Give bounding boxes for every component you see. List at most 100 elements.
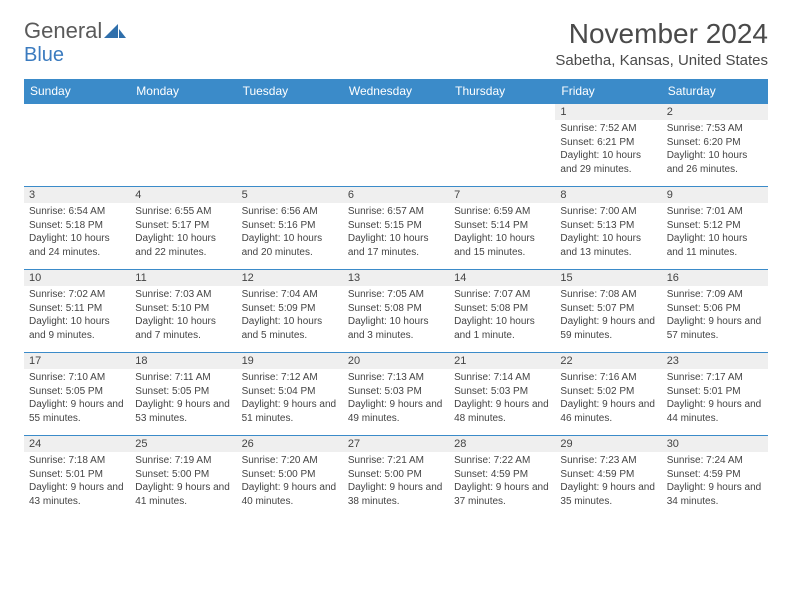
day-content: Sunrise: 7:02 AMSunset: 5:11 PMDaylight:… — [24, 286, 130, 344]
day-cell: 4Sunrise: 6:55 AMSunset: 5:17 PMDaylight… — [130, 187, 236, 269]
day-content: Sunrise: 7:10 AMSunset: 5:05 PMDaylight:… — [24, 369, 130, 427]
weekday-header: Friday — [555, 79, 661, 103]
sunrise-line: Sunrise: 7:07 AM — [454, 288, 550, 302]
sunrise-line: Sunrise: 6:59 AM — [454, 205, 550, 219]
sunset-line: Sunset: 4:59 PM — [454, 468, 550, 482]
daylight-line: Daylight: 9 hours and 53 minutes. — [135, 398, 231, 425]
sunset-line: Sunset: 4:59 PM — [560, 468, 656, 482]
day-cell: 19Sunrise: 7:12 AMSunset: 5:04 PMDayligh… — [237, 353, 343, 435]
brand-word1: General — [24, 18, 102, 43]
day-content: Sunrise: 7:20 AMSunset: 5:00 PMDaylight:… — [237, 452, 343, 510]
sunrise-line: Sunrise: 7:13 AM — [348, 371, 444, 385]
day-content: Sunrise: 6:54 AMSunset: 5:18 PMDaylight:… — [24, 203, 130, 261]
day-cell: 22 Sunrise: 7:16 AMSunset: 5:02 PMDayligh… — [555, 353, 661, 435]
day-cell: 3Sunrise: 6:54 AMSunset: 5:18 PMDaylight… — [24, 187, 130, 269]
title-block: November 2024 Sabetha, Kansas, United St… — [555, 18, 768, 69]
daylight-line: Daylight: 10 hours and 3 minutes. — [348, 315, 444, 342]
daylight-line: Daylight: 9 hours and 51 minutes. — [242, 398, 338, 425]
day-content: Sunrise: 7:05 AMSunset: 5:08 PMDaylight:… — [343, 286, 449, 344]
day-content: Sunrise: 6:55 AMSunset: 5:17 PMDaylight:… — [130, 203, 236, 261]
sunset-line: Sunset: 5:16 PM — [242, 219, 338, 233]
sunset-line: Sunset: 5:03 PM — [348, 385, 444, 399]
sunrise-line: Sunrise: 7:01 AM — [667, 205, 763, 219]
weekday-header-row: SundayMondayTuesdayWednesdayThursdayFrid… — [24, 79, 768, 103]
header: General Blue November 2024 Sabetha, Kans… — [24, 18, 768, 69]
day-cell: 15Sunrise: 7:08 AMSunset: 5:07 PMDayligh… — [555, 270, 661, 352]
sunrise-line: Sunrise: 6:57 AM — [348, 205, 444, 219]
sunset-line: Sunset: 5:17 PM — [135, 219, 231, 233]
daylight-line: Daylight: 10 hours and 13 minutes. — [560, 232, 656, 259]
sunset-line: Sunset: 5:02 PM — [560, 385, 656, 399]
day-content: Sunrise: 6:59 AMSunset: 5:14 PMDaylight:… — [449, 203, 555, 261]
daylight-line: Daylight: 10 hours and 11 minutes. — [667, 232, 763, 259]
weekday-header: Thursday — [449, 79, 555, 103]
day-cell: 17Sunrise: 7:10 AMSunset: 5:05 PMDayligh… — [24, 353, 130, 435]
sunset-line: Sunset: 6:21 PM — [560, 136, 656, 150]
day-cell: 14Sunrise: 7:07 AMSunset: 5:08 PMDayligh… — [449, 270, 555, 352]
sunrise-line: Sunrise: 6:56 AM — [242, 205, 338, 219]
day-number: 24 — [24, 436, 130, 452]
day-number: 6 — [343, 187, 449, 203]
daylight-line: Daylight: 9 hours and 43 minutes. — [29, 481, 125, 508]
day-number: 25 — [130, 436, 236, 452]
daylight-line: Daylight: 9 hours and 57 minutes. — [667, 315, 763, 342]
day-content: Sunrise: 7:08 AMSunset: 5:07 PMDaylight:… — [555, 286, 661, 344]
day-number: 8 — [555, 187, 661, 203]
day-content: Sunrise: 7:22 AMSunset: 4:59 PMDaylight:… — [449, 452, 555, 510]
day-number: 3 — [24, 187, 130, 203]
day-number: 2 — [662, 104, 768, 120]
daylight-line: Daylight: 10 hours and 9 minutes. — [29, 315, 125, 342]
sunrise-line: Sunrise: 7:17 AM — [667, 371, 763, 385]
sunset-line: Sunset: 5:11 PM — [29, 302, 125, 316]
day-content: Sunrise: 7:04 AMSunset: 5:09 PMDaylight:… — [237, 286, 343, 344]
sunset-line: Sunset: 5:00 PM — [348, 468, 444, 482]
daylight-line: Daylight: 9 hours and 46 minutes. — [560, 398, 656, 425]
week-row: 10Sunrise: 7:02 AMSunset: 5:11 PMDayligh… — [24, 269, 768, 352]
sunrise-line: Sunrise: 7:20 AM — [242, 454, 338, 468]
day-cell — [343, 104, 449, 186]
sunset-line: Sunset: 5:15 PM — [348, 219, 444, 233]
day-cell: 29Sunrise: 7:23 AMSunset: 4:59 PMDayligh… — [555, 436, 661, 518]
day-number: 15 — [555, 270, 661, 286]
day-cell: 21Sunrise: 7:14 AMSunset: 5:03 PMDayligh… — [449, 353, 555, 435]
sunrise-line: Sunrise: 7:16 AM — [560, 371, 656, 385]
day-number: 11 — [130, 270, 236, 286]
sunrise-line: Sunrise: 7:05 AM — [348, 288, 444, 302]
day-cell — [24, 104, 130, 186]
day-content: Sunrise: 7:11 AMSunset: 5:05 PMDaylight:… — [130, 369, 236, 427]
sunset-line: Sunset: 5:14 PM — [454, 219, 550, 233]
weeks-container: 1Sunrise: 7:52 AMSunset: 6:21 PMDaylight… — [24, 103, 768, 518]
daylight-line: Daylight: 9 hours and 49 minutes. — [348, 398, 444, 425]
sunrise-line: Sunrise: 7:04 AM — [242, 288, 338, 302]
day-content: Sunrise: 7:17 AMSunset: 5:01 PMDaylight:… — [662, 369, 768, 427]
day-number: 22 — [555, 353, 661, 369]
day-number: 14 — [449, 270, 555, 286]
sunset-line: Sunset: 5:08 PM — [348, 302, 444, 316]
day-content: Sunrise: 7:01 AMSunset: 5:12 PMDaylight:… — [662, 203, 768, 261]
day-content: Sunrise: 6:57 AMSunset: 5:15 PMDaylight:… — [343, 203, 449, 261]
week-row: 1Sunrise: 7:52 AMSunset: 6:21 PMDaylight… — [24, 103, 768, 186]
day-cell — [130, 104, 236, 186]
sunrise-line: Sunrise: 7:08 AM — [560, 288, 656, 302]
location: Sabetha, Kansas, United States — [555, 52, 768, 69]
day-cell: 28Sunrise: 7:22 AMSunset: 4:59 PMDayligh… — [449, 436, 555, 518]
weekday-header: Saturday — [662, 79, 768, 103]
daylight-line: Daylight: 10 hours and 20 minutes. — [242, 232, 338, 259]
weekday-header: Sunday — [24, 79, 130, 103]
weekday-header: Wednesday — [343, 79, 449, 103]
daylight-line: Daylight: 9 hours and 35 minutes. — [560, 481, 656, 508]
day-number: 16 — [662, 270, 768, 286]
day-cell: 2Sunrise: 7:53 AMSunset: 6:20 PMDaylight… — [662, 104, 768, 186]
sunrise-line: Sunrise: 6:54 AM — [29, 205, 125, 219]
week-row: 24Sunrise: 7:18 AMSunset: 5:01 PMDayligh… — [24, 435, 768, 518]
sunset-line: Sunset: 5:07 PM — [560, 302, 656, 316]
daylight-line: Daylight: 9 hours and 37 minutes. — [454, 481, 550, 508]
day-number: 4 — [130, 187, 236, 203]
day-number: 30 — [662, 436, 768, 452]
sunrise-line: Sunrise: 7:53 AM — [667, 122, 763, 136]
week-row: 17Sunrise: 7:10 AMSunset: 5:05 PMDayligh… — [24, 352, 768, 435]
day-cell: 30Sunrise: 7:24 AMSunset: 4:59 PMDayligh… — [662, 436, 768, 518]
day-cell: 9Sunrise: 7:01 AMSunset: 5:12 PMDaylight… — [662, 187, 768, 269]
sunrise-line: Sunrise: 7:10 AM — [29, 371, 125, 385]
sunset-line: Sunset: 5:05 PM — [29, 385, 125, 399]
